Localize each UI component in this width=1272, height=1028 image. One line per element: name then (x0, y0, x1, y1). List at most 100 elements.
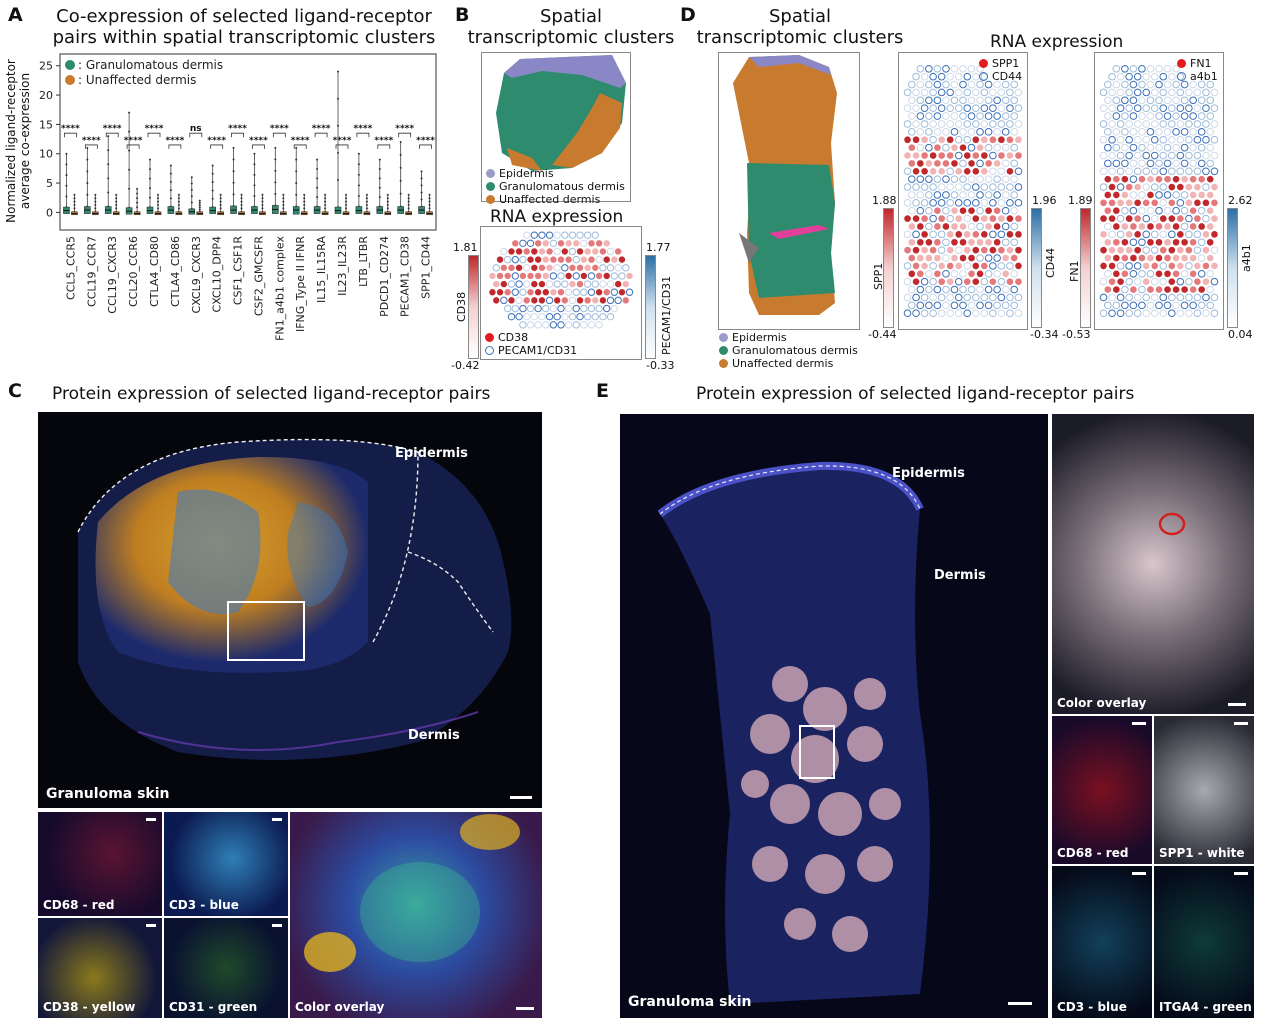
rna-spot (614, 280, 622, 288)
panel-d-cluster-map (733, 55, 837, 315)
rna-spot (1172, 301, 1180, 310)
rna-spot (963, 120, 972, 128)
outlier-point (136, 192, 139, 195)
rna-spot (595, 255, 603, 264)
panel-b-letter: B (455, 4, 470, 26)
rna-spot (534, 240, 542, 247)
rna-spot (1193, 135, 1202, 144)
rna-spot (1121, 96, 1129, 105)
outlier-point (282, 197, 285, 200)
subpanel-caption: CD68 - red (43, 898, 115, 912)
rna-spot (950, 128, 959, 136)
rna-spot (917, 160, 924, 167)
outlier-point (345, 207, 347, 210)
rna-spot (955, 167, 963, 175)
rna-spot (1164, 286, 1171, 293)
colorbar-max: 1.81 (453, 241, 478, 254)
rna-spot (1180, 143, 1189, 152)
rna-spot (916, 301, 925, 310)
rna-spot (925, 301, 933, 310)
outlier-point (253, 163, 256, 166)
rna-spot (1129, 80, 1138, 89)
rna-spot (606, 264, 615, 272)
rna-spot (1172, 286, 1180, 293)
rna-spot (1146, 143, 1155, 152)
rna-spot (1172, 238, 1180, 246)
outlier-point (253, 194, 256, 197)
rna-spot (561, 280, 569, 288)
rna-spot (1155, 286, 1163, 293)
rna-spot (1104, 207, 1112, 215)
rna-spot (1113, 286, 1120, 293)
rna-spot (1138, 143, 1146, 152)
scale-bar (146, 924, 156, 927)
rna-spot (997, 199, 1006, 207)
outlier-point (295, 182, 298, 185)
rna-spot (1108, 230, 1116, 239)
panel-c-sub-cd3: CD3 - blue (164, 812, 288, 916)
outlier-point (274, 146, 277, 149)
outlier-point (107, 135, 110, 138)
rna-spot (515, 312, 523, 321)
rna-spot (508, 248, 515, 255)
rna-spot (1006, 215, 1014, 222)
outlier-point (420, 184, 423, 187)
legend-label: CD38 (498, 331, 529, 344)
rna-spot (572, 272, 580, 280)
rna-spot (1206, 207, 1214, 215)
rna-spot (1125, 183, 1133, 191)
outlier-point (253, 152, 256, 155)
rna-spot (1185, 151, 1193, 160)
rna-spot (1108, 104, 1116, 113)
outlier-point (211, 189, 214, 192)
rna-spot (1103, 112, 1112, 120)
rna-spot (561, 297, 569, 304)
rna-spot (1146, 206, 1155, 215)
rna-spot (603, 289, 610, 296)
rna-spot (963, 135, 972, 144)
significance-label: **** (291, 136, 310, 146)
rna-spot (989, 136, 997, 144)
rna-spot (599, 312, 607, 321)
rna-spot (993, 254, 1001, 262)
rna-spot (1099, 135, 1108, 144)
rna-spot (1129, 112, 1138, 120)
rna-spot (1193, 120, 1202, 128)
outlier-point (337, 179, 339, 182)
legend-dot (979, 72, 988, 81)
rna-spot (1117, 199, 1124, 207)
legend-dot (719, 333, 728, 342)
rna-spot (1168, 278, 1176, 285)
rna-spot (1108, 151, 1116, 160)
rna-spot (549, 239, 558, 248)
significance-bracket (356, 132, 370, 138)
rna-spot (959, 175, 967, 183)
rna-spot (929, 120, 937, 128)
rna-spot (1172, 128, 1180, 136)
subpanel-caption: SPP1 - white (1159, 846, 1245, 860)
rna-spot (963, 104, 972, 113)
outlier-point (190, 176, 193, 179)
panel-b-cluster-box: Epidermis Granulomatous dermis Unaffecte… (481, 52, 631, 206)
panel-c-tissue-label: Granuloma skin (46, 786, 170, 802)
rna-spot (618, 272, 626, 280)
outlier-point (337, 151, 339, 154)
rna-spot (496, 289, 504, 296)
rna-spot (993, 301, 1001, 310)
outlier-point (316, 196, 319, 199)
rna-spot (1010, 206, 1019, 215)
rna-spot (573, 240, 580, 247)
rna-spot (1202, 183, 1210, 191)
rna-spot (1189, 143, 1197, 152)
rna-spot (1168, 262, 1176, 270)
outlier-point (232, 193, 235, 196)
rna-spot (998, 136, 1005, 144)
rna-spot (925, 160, 933, 167)
rna-spot (1167, 72, 1176, 81)
rna-spot (912, 215, 920, 222)
y-tick-label: 5 (46, 177, 53, 190)
rna-spot (1159, 246, 1167, 254)
rna-spot (989, 293, 997, 302)
rna-spot (937, 88, 946, 97)
legend-dot (719, 346, 728, 355)
